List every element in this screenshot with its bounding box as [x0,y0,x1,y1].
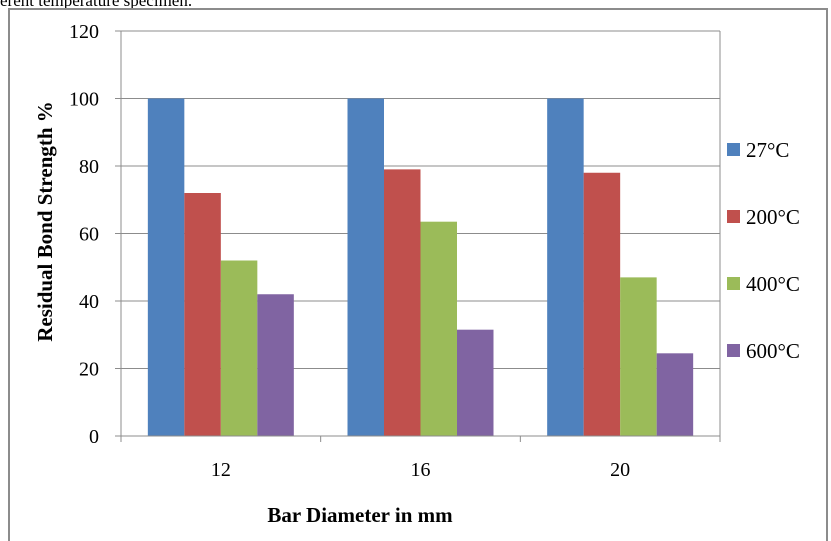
y-tick-labels: 0 20 40 60 80 100 120 [69,21,99,448]
legend-label: 600°C [746,339,800,363]
y-tick-label: 80 [79,156,99,178]
bar [384,169,421,436]
y-tick-label: 0 [89,426,99,448]
y-tick-label: 120 [69,21,99,43]
legend: 27°C 200°C 400°C 600°C [727,138,800,363]
bars [147,98,694,436]
bar [257,294,294,436]
bar [184,193,221,436]
y-axis-title: Residual Bond Strength % [33,101,57,342]
y-tick-label: 40 [79,291,99,313]
legend-swatch [727,210,740,223]
x-tick-label: 12 [211,459,231,481]
y-tick-label: 20 [79,359,99,381]
x-axis-title: Bar Diameter in mm [267,503,453,527]
x-tick-label: 16 [411,459,431,481]
bar [457,329,494,436]
caption-text: erent temperature specimen. [0,0,193,10]
x-tick-label: 20 [610,459,630,481]
legend-label: 200°C [746,205,800,229]
legend-swatch [727,143,740,156]
legend-swatch [727,344,740,357]
legend-label: 27°C [746,138,789,162]
y-tick-label: 60 [79,224,99,246]
legend-label: 400°C [746,272,800,296]
bar [656,353,694,436]
axes [115,30,721,442]
bar [420,221,457,436]
bar [347,98,384,436]
x-tick-labels: 12 16 20 [211,459,630,481]
bar [620,277,657,436]
bar [220,260,258,436]
legend-swatch [727,277,740,290]
chart-frame [8,8,828,541]
bar [547,98,584,436]
bar [583,172,621,436]
y-tick-label: 100 [69,89,99,111]
bar [147,98,185,436]
